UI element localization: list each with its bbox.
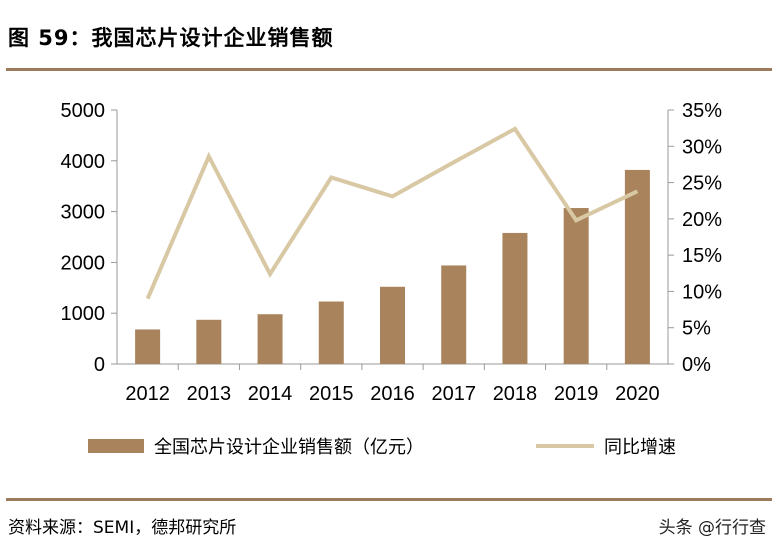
left-tick-label: 3000: [61, 202, 106, 224]
bar: [380, 286, 405, 364]
right-tick-label: 25%: [682, 173, 722, 195]
x-tick-label: 2019: [554, 383, 599, 405]
left-tick-label: 2000: [61, 252, 106, 274]
bars: [135, 169, 650, 364]
right-tick-label: 30%: [682, 136, 722, 158]
x-ticks: 2012 2013 2014 2015 2016 2017 2018 2019 2020: [125, 364, 660, 405]
bar: [257, 314, 283, 364]
top-rule: [6, 68, 772, 71]
bar: [441, 265, 467, 364]
bar: [563, 208, 589, 364]
chart: 0 1000 2000 3000 4000 5000 0% 5% 10% 15% 20% 25% 30…: [61, 100, 723, 458]
legend-line-label: 同比增速: [604, 437, 676, 458]
right-tick-label: 5%: [682, 318, 711, 340]
left-tick-label: 4000: [61, 151, 106, 173]
legend-bar-swatch: [88, 439, 144, 453]
right-tick-label: 15%: [682, 245, 722, 267]
bar: [318, 301, 344, 364]
legend-bar-label: 全国芯片设计企业销售额（亿元）: [154, 437, 424, 458]
bar: [196, 319, 222, 364]
bar: [135, 329, 161, 364]
x-tick-label: 2020: [615, 383, 660, 405]
x-tick-label: 2017: [431, 383, 476, 405]
right-tick-label: 0%: [682, 354, 711, 376]
left-tick-label: 0: [94, 354, 105, 376]
x-tick-label: 2016: [370, 383, 415, 405]
x-tick-label: 2014: [248, 383, 293, 405]
bar: [624, 169, 650, 364]
legend: 全国芯片设计企业销售额（亿元） 同比增速: [88, 437, 676, 458]
x-tick-label: 2015: [309, 383, 354, 405]
left-tick-label: 1000: [61, 303, 106, 325]
x-tick-label: 2018: [493, 383, 538, 405]
source-note: 资料来源：SEMI，德邦研究所: [8, 518, 237, 538]
right-tick-label: 20%: [682, 209, 722, 231]
right-tick-label: 35%: [682, 100, 722, 122]
right-ticks: 0% 5% 10% 15% 20% 25% 30% 35%: [668, 100, 722, 376]
left-tick-label: 5000: [61, 100, 106, 122]
x-tick-label: 2012: [125, 383, 170, 405]
bar: [502, 232, 528, 364]
growth-line-group: [145, 126, 639, 300]
right-tick-label: 10%: [682, 281, 722, 303]
bottom-rule: [6, 498, 772, 501]
left-ticks: 0 1000 2000 3000 4000 5000: [61, 100, 117, 376]
x-tick-label: 2013: [187, 383, 232, 405]
corner-mark: 头条 @行行查: [658, 518, 766, 538]
chart-title: 图 59：我国芯片设计企业销售额: [8, 26, 334, 50]
